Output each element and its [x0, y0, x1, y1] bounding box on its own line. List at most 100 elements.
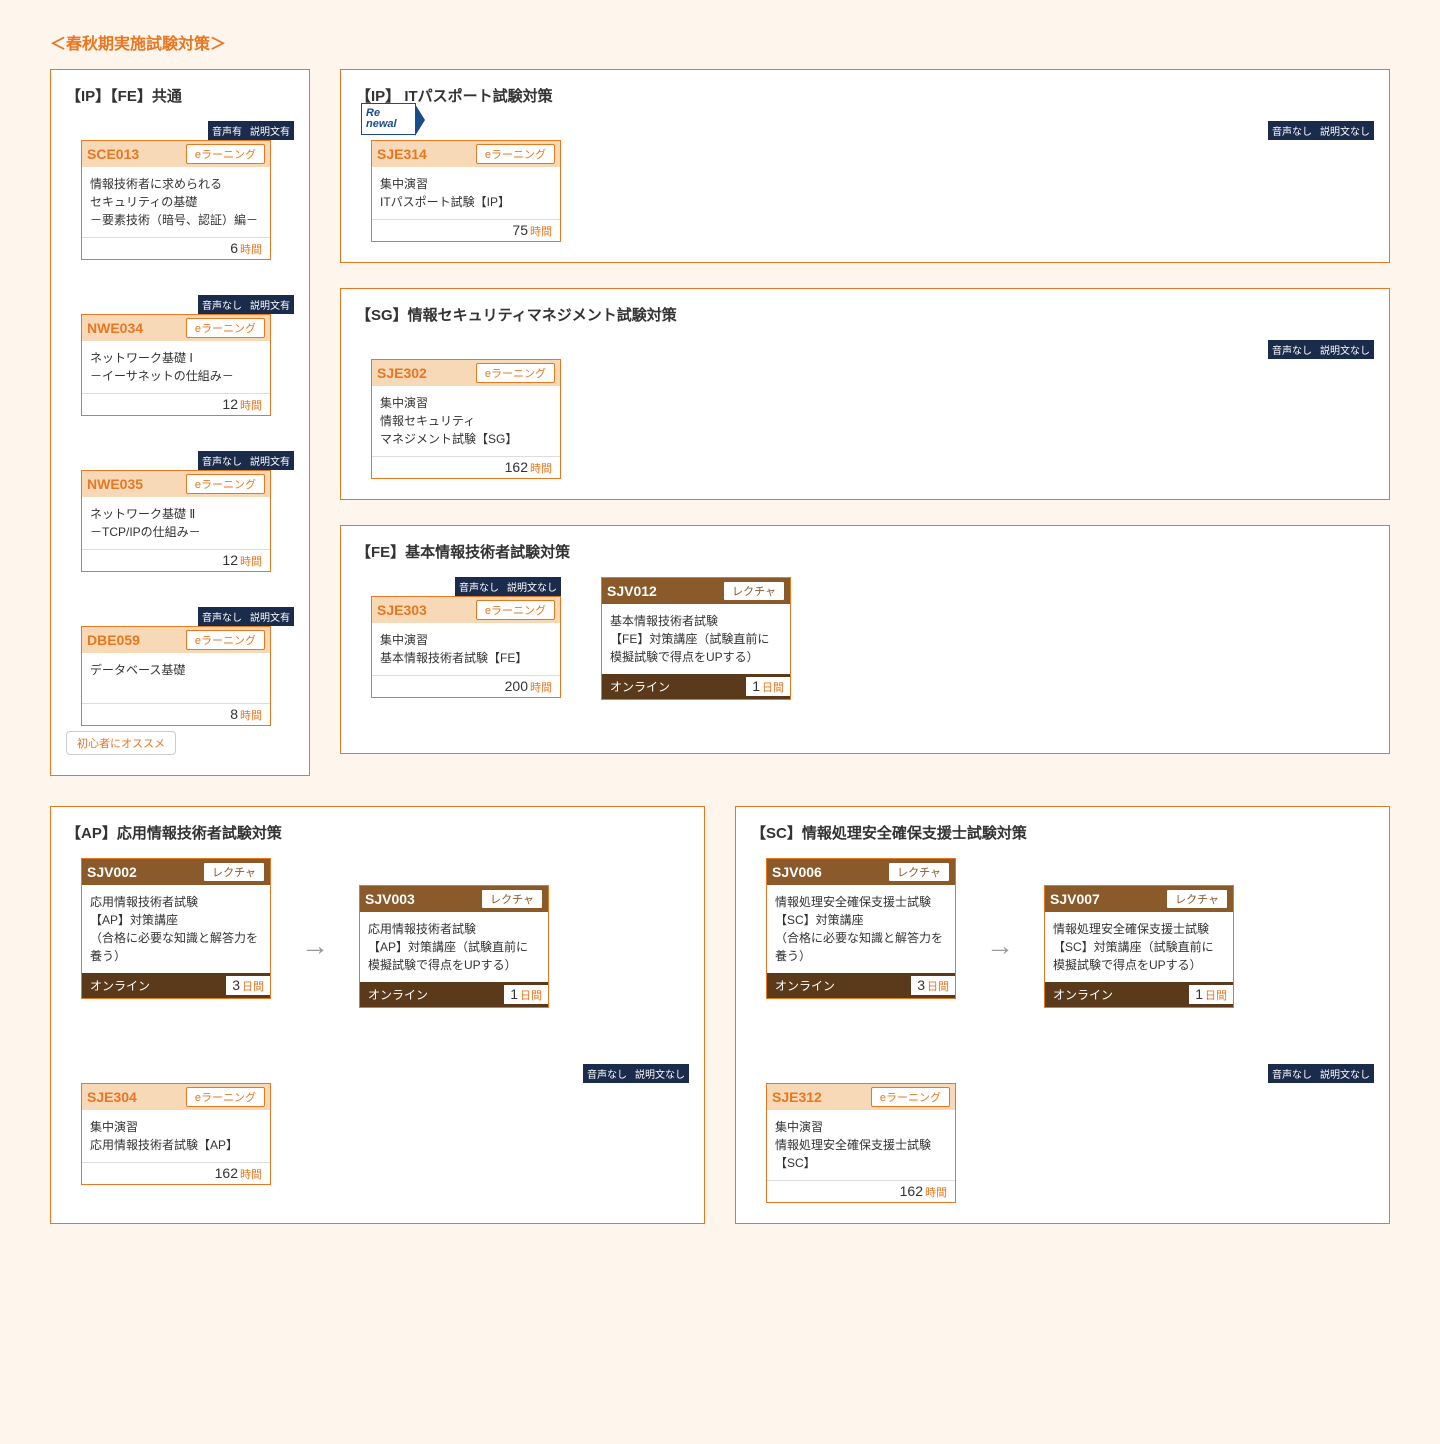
card-footer: 6時間 — [82, 237, 270, 259]
course-card[interactable]: 音声有説明文有SCE013eラーニング情報技術者に求められるセキュリティの基礎－… — [81, 121, 294, 260]
card-badges: 音声なし説明文なし — [371, 577, 561, 596]
card-body: 情報処理安全確保支援士試験【SC】対策講座（試験直前に模擬試験で得点をUPする） — [1045, 912, 1233, 982]
hours-value: 162 — [900, 1183, 923, 1199]
course-card[interactable]: Renewal音声なし説明文なしSJE314eラーニング集中演習ITパスポート試… — [371, 121, 1374, 242]
hours-unit: 時間 — [240, 707, 262, 723]
card-badges: 音声なし説明文有 — [81, 607, 294, 626]
card-header: SJV003レクチャ — [360, 886, 548, 912]
card-footer: 12時間 — [82, 549, 270, 571]
days-value: 3日間 — [911, 976, 955, 995]
card-header: SJE312eラーニング — [767, 1084, 955, 1110]
card-header: DBE059 eラーニング — [82, 627, 270, 653]
card-header: NWE034eラーニング — [82, 315, 270, 341]
badge: 音声なし — [198, 607, 246, 626]
card-badges: 音声なし説明文なし — [371, 121, 1374, 140]
mode-label: オンライン — [775, 977, 835, 994]
course-code: DBE059 — [87, 632, 140, 648]
mode-label: オンライン — [90, 977, 150, 994]
course-type: eラーニング — [186, 318, 265, 338]
hours-value: 75 — [512, 222, 528, 238]
card-footer: オンライン 3日間 — [82, 973, 270, 998]
course-card[interactable]: 音声なし説明文有NWE035eラーニングネットワーク基礎 Ⅱ－TCP/IPの仕組… — [81, 451, 294, 572]
course-code: NWE035 — [87, 476, 143, 492]
section-title-ip: 【IP】 ITパスポート試験対策 — [356, 85, 1374, 106]
course-code: SJE302 — [377, 365, 427, 381]
badge: 音声なし — [1268, 121, 1316, 140]
badge: 音声なし — [455, 577, 503, 596]
card-body: 情報処理安全確保支援士試験【SC】対策講座（合格に必要な知識と解答力を養う） — [767, 885, 955, 973]
section-sg: 【SG】情報セキュリティマネジメント試験対策 音声なし説明文なしSJE302eラ… — [340, 288, 1390, 500]
course-card[interactable]: 音声なし説明文なしSJE304eラーニング集中演習応用情報技術者試験【AP】16… — [81, 1064, 689, 1185]
section-title-fe: 【FE】基本情報技術者試験対策 — [356, 541, 1374, 562]
course-type: レクチャ — [1166, 889, 1228, 909]
course-card[interactable]: 音声なし説明文なしSJE302eラーニング集中演習情報セキュリティマネジメント試… — [371, 340, 1374, 479]
card-footer: オンライン 3日間 — [767, 973, 955, 998]
hours-value: 162 — [215, 1165, 238, 1181]
badge: 音声なし — [1268, 340, 1316, 359]
beginner-tag: 初心者にオススメ — [66, 731, 176, 755]
card-header: SJE304 eラーニング — [82, 1084, 270, 1110]
card-footer: オンライン 1日間 — [1045, 982, 1233, 1007]
course-type: eラーニング — [186, 630, 265, 650]
badge: 説明文なし — [503, 577, 561, 596]
course-type: レクチャ — [723, 581, 785, 601]
card-body: ネットワーク基礎 Ⅰ－イーサネットの仕組み－ — [82, 341, 270, 393]
badge: 説明文有 — [246, 121, 294, 140]
course-code: SJE303 — [377, 602, 427, 618]
badge: 説明文有 — [246, 295, 294, 314]
course-code: SJE304 — [87, 1089, 137, 1105]
course-card[interactable]: 音声なし説明文なしSJE303eラーニング集中演習基本情報技術者試験【FE】20… — [371, 577, 561, 698]
section-ap: 【AP】応用情報技術者試験対策 SJV002レクチャ応用情報技術者試験【AP】対… — [50, 806, 705, 1224]
badge: 音声なし — [198, 451, 246, 470]
course-code: SJE314 — [377, 146, 427, 162]
card-badges: 音声なし説明文なし — [766, 1064, 1374, 1083]
card-footer: 162時間 — [372, 456, 560, 478]
hours-value: 162 — [505, 459, 528, 475]
card-footer: 200時間 — [372, 675, 560, 697]
hours-unit: 時間 — [530, 460, 552, 476]
badge: 説明文なし — [631, 1064, 689, 1083]
hours-unit: 時間 — [240, 553, 262, 569]
hours-unit: 時間 — [925, 1184, 947, 1200]
card-header: SJE303 eラーニング — [372, 597, 560, 623]
days-value: 1日間 — [504, 985, 548, 1004]
badge: 説明文なし — [1316, 1064, 1374, 1083]
card-footer: 8時間 — [82, 703, 270, 725]
course-code: SJV007 — [1050, 891, 1100, 907]
hours-value: 200 — [505, 678, 528, 694]
card-badges: 音声なし説明文有 — [81, 295, 294, 314]
mode-label: オンライン — [368, 986, 428, 1003]
course-code: SJV012 — [607, 583, 657, 599]
section-fe: 【FE】基本情報技術者試験対策 音声なし説明文なしSJE303eラーニング集中演… — [340, 525, 1390, 754]
course-type: eラーニング — [476, 144, 555, 164]
renewal-badge: Renewal — [361, 103, 416, 135]
section-sc: 【SC】情報処理安全確保支援士試験対策 SJV006レクチャ情報処理安全確保支援… — [735, 806, 1390, 1224]
course-card[interactable]: 音声なし説明文有NWE034eラーニングネットワーク基礎 Ⅰ－イーサネットの仕組… — [81, 295, 294, 416]
course-card[interactable]: 音声なし説明文なしSJE312eラーニング集中演習情報処理安全確保支援士試験【S… — [766, 1064, 1374, 1203]
card-footer: オンライン1日間 — [602, 674, 790, 699]
days-value: 3日間 — [226, 976, 270, 995]
card-footer: 12時間 — [82, 393, 270, 415]
mode-label: オンライン — [1053, 986, 1113, 1003]
card-body: データベース基礎 — [82, 653, 270, 703]
course-card[interactable]: 音声なし説明文有 DBE059 eラーニングデータベース基礎8時間 — [81, 607, 294, 726]
course-type: eラーニング — [186, 1087, 265, 1107]
section-ip: 【IP】 ITパスポート試験対策 Renewal音声なし説明文なし SJE314 e… — [340, 69, 1390, 263]
course-card[interactable]: SJV007 レクチャ情報処理安全確保支援士試験【SC】対策講座（試験直前に模擬試… — [1044, 885, 1234, 1008]
course-card[interactable]: SJV003レクチャ応用情報技術者試験【AP】対策講座（試験直前に模擬試験で得点… — [359, 885, 549, 1008]
hours-unit: 時間 — [240, 241, 262, 257]
course-card[interactable]: SJV002レクチャ応用情報技術者試験【AP】対策講座（合格に必要な知識と解答力… — [81, 858, 271, 999]
course-code: SJV002 — [87, 864, 137, 880]
card-body: 応用情報技術者試験【AP】対策講座（試験直前に模擬試験で得点をUPする） — [360, 912, 548, 982]
course-type: レクチャ — [203, 862, 265, 882]
course-type: eラーニング — [871, 1087, 950, 1107]
hours-value: 12 — [222, 396, 238, 412]
course-type: eラーニング — [476, 600, 555, 620]
course-card[interactable]: SJV012レクチャ基本情報技術者試験【FE】対策講座（試験直前に模擬試験で得点… — [601, 577, 791, 733]
course-card[interactable]: SJV006レクチャ情報処理安全確保支援士試験【SC】対策講座（合格に必要な知識… — [766, 858, 956, 999]
section-title-sc: 【SC】情報処理安全確保支援士試験対策 — [751, 822, 1374, 843]
days-value: 1日間 — [1189, 985, 1233, 1004]
course-code: SJV006 — [772, 864, 822, 880]
hours-unit: 時間 — [240, 1166, 262, 1182]
badge: 説明文有 — [246, 607, 294, 626]
